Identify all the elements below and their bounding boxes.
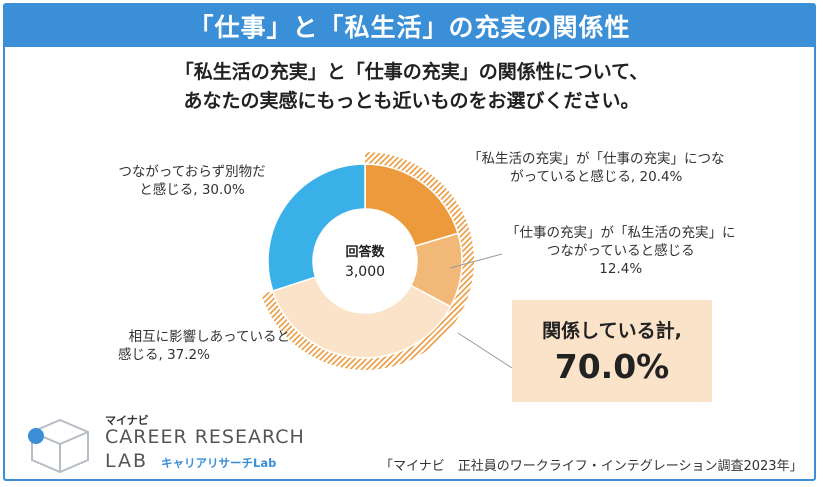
career-research-lab-logo: マイナビ CAREER RESEARCH LAB キャリアリサーチLab <box>22 410 304 476</box>
cube-logo-icon <box>28 418 89 474</box>
slice-label-2: 「仕事の充実」が「私生活の充実」に つながっていると感じる 12.4% <box>506 225 736 277</box>
center-label: 回答数 <box>345 244 385 260</box>
donut-slice-4 <box>267 163 366 292</box>
logo-kana: キャリアリサーチLab <box>161 456 277 470</box>
frame-border <box>3 3 816 481</box>
donut-slice-1 <box>364 163 459 248</box>
slice-label-3: 相互に影響しあっていると 感じる, 37.2% <box>118 329 290 363</box>
logo-lab: LAB <box>105 450 149 472</box>
page-title: 「仕事」と「私生活」の充実の関係性 <box>5 5 814 47</box>
slice-label-1: 「私生活の充実」が「仕事の充実」につな がっていると感じる, 20.4% <box>468 151 725 185</box>
source-note: 「マイナビ 正社員のワークライフ・インテグレーション調査2023年」 <box>380 459 803 474</box>
slice-label-4: つながっておらず別物だ と感じる, 30.0% <box>118 164 266 198</box>
related-total-box: 関係している計, 70.0% <box>512 300 712 402</box>
logo-wordmark: CAREER RESEARCH <box>105 426 305 448</box>
related-total-label: 関係している計, <box>542 320 682 342</box>
center-value: 3,000 <box>345 264 385 280</box>
donut-slice-3 <box>271 276 452 359</box>
logo-brand-small: マイナビ <box>105 414 149 427</box>
question-line-2: あなたの実感にもっとも近いものをお選びください。 <box>183 90 640 112</box>
related-total-value: 70.0% <box>554 347 670 386</box>
survey-question: 「私生活の充実」と「仕事の充実」の関係性について、 あなたの実感にもっとも近いも… <box>0 58 823 116</box>
question-line-1: 「私生活の充実」と「仕事の充実」の関係性について、 <box>174 61 649 83</box>
